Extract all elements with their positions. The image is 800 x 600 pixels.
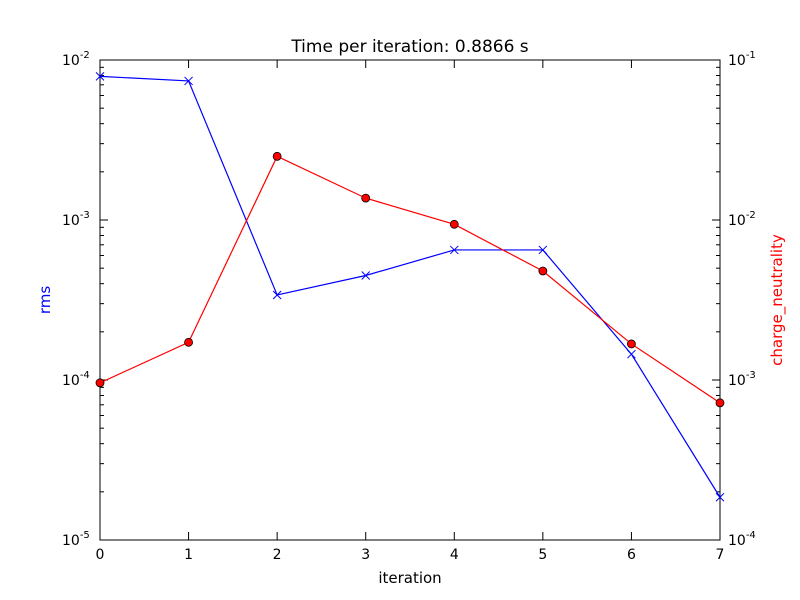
rms-point bbox=[361, 271, 371, 280]
charge-neutrality-point bbox=[627, 339, 636, 349]
rms-point bbox=[538, 245, 548, 255]
charge-neutrality-point bbox=[715, 398, 725, 408]
rms-point bbox=[449, 245, 459, 255]
charge-neutrality-point bbox=[361, 193, 371, 203]
plot-frame bbox=[99, 59, 721, 541]
rms-point bbox=[272, 290, 282, 300]
x-tick-label: 0 bbox=[96, 547, 105, 563]
left-y-tick-label: 10-5 bbox=[62, 530, 90, 549]
chart-title: Time per iteration: 0.8866 s bbox=[290, 37, 528, 57]
left-y-axis: 10-5 10-4 10-3 10-2 bbox=[62, 50, 108, 549]
x-tick-label: 1 bbox=[184, 547, 193, 563]
right-y-tick-label: 10-4 bbox=[728, 530, 756, 549]
right-y-tick-label: 10-2 bbox=[728, 210, 756, 229]
rms-point bbox=[95, 72, 105, 81]
x-tick-label: 2 bbox=[273, 547, 282, 563]
rms-point bbox=[715, 492, 725, 502]
charge-neutrality-series-line bbox=[99, 155, 721, 404]
right-y-axis-label: charge_neutrality bbox=[768, 234, 787, 366]
rms-point bbox=[184, 76, 193, 86]
left-y-axis-label: rms bbox=[36, 286, 54, 315]
x-axis-label: iteration bbox=[378, 569, 441, 587]
x-tick-label: 6 bbox=[627, 547, 636, 563]
x-tick-label: 4 bbox=[450, 547, 459, 563]
right-y-axis: 10-4 10-3 10-2 10-1 bbox=[712, 50, 756, 549]
charge-neutrality-point bbox=[95, 378, 105, 388]
x-tick-label: 5 bbox=[538, 547, 547, 563]
x-tick-label: 7 bbox=[716, 547, 725, 563]
left-y-tick-label: 10-3 bbox=[62, 210, 90, 229]
charge-neutrality-point bbox=[538, 266, 548, 276]
rms-series-line bbox=[99, 75, 721, 498]
series-layer bbox=[95, 72, 725, 502]
left-y-tick-label: 10-2 bbox=[62, 50, 90, 69]
charge-neutrality-point bbox=[272, 151, 282, 161]
left-y-tick-label: 10-4 bbox=[62, 370, 90, 389]
rms-point bbox=[627, 349, 636, 359]
right-y-tick-label: 10-1 bbox=[728, 50, 756, 69]
x-axis: 0 1 2 3 4 5 6 7 bbox=[96, 60, 725, 563]
right-y-tick-label: 10-3 bbox=[728, 370, 756, 389]
charge-neutrality-point bbox=[449, 219, 459, 229]
x-tick-label: 3 bbox=[361, 547, 370, 563]
charge-neutrality-point bbox=[184, 337, 193, 347]
